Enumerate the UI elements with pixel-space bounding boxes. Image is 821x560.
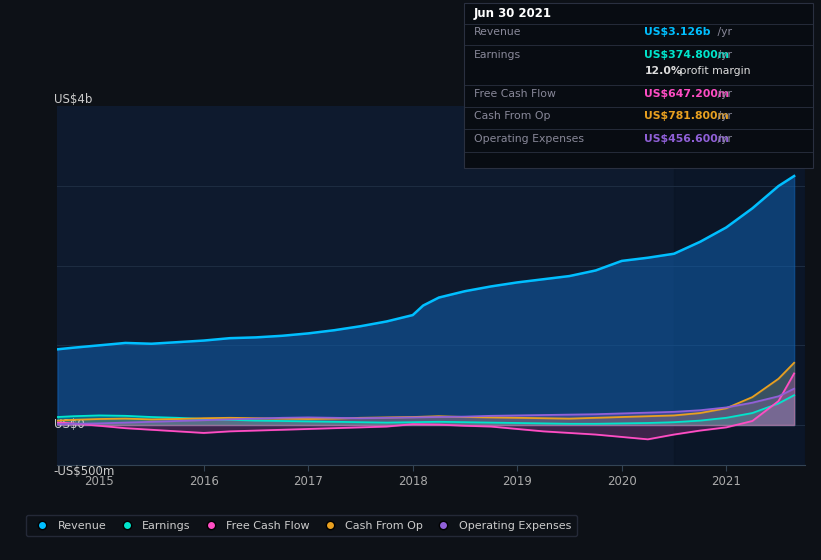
- Text: profit margin: profit margin: [676, 66, 750, 76]
- Bar: [674, 106, 805, 465]
- Text: US$781.800m: US$781.800m: [644, 111, 729, 122]
- Text: Revenue: Revenue: [474, 27, 521, 38]
- Text: -US$500m: -US$500m: [53, 465, 115, 478]
- Text: Jun 30 2021: Jun 30 2021: [474, 7, 552, 20]
- Text: US$3.126b: US$3.126b: [644, 27, 711, 38]
- Text: 12.0%: 12.0%: [644, 66, 682, 76]
- Text: Free Cash Flow: Free Cash Flow: [474, 89, 556, 99]
- Text: /yr: /yr: [714, 50, 732, 60]
- Text: /yr: /yr: [714, 111, 732, 122]
- Text: /yr: /yr: [714, 134, 732, 144]
- Text: US$456.600m: US$456.600m: [644, 134, 730, 144]
- Text: Earnings: Earnings: [474, 50, 521, 60]
- Text: US$374.800m: US$374.800m: [644, 50, 730, 60]
- Text: US$0: US$0: [53, 418, 85, 431]
- Text: Operating Expenses: Operating Expenses: [474, 134, 584, 144]
- Legend: Revenue, Earnings, Free Cash Flow, Cash From Op, Operating Expenses: Revenue, Earnings, Free Cash Flow, Cash …: [25, 515, 577, 536]
- Text: US$4b: US$4b: [53, 94, 92, 106]
- Text: Cash From Op: Cash From Op: [474, 111, 550, 122]
- Text: /yr: /yr: [714, 89, 732, 99]
- Text: US$647.200m: US$647.200m: [644, 89, 730, 99]
- Text: /yr: /yr: [714, 27, 732, 38]
